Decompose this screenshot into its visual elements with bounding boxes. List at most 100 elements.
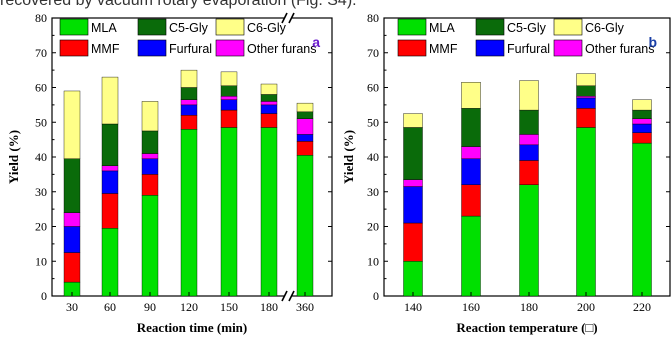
panel-b-bar-other-furans-160 <box>461 146 481 159</box>
panel-a-bar-c6-gly-120 <box>180 69 198 88</box>
panel-a-y-tick-label: 20 <box>35 220 47 234</box>
panel-b-bar-mla-160 <box>461 215 481 297</box>
panel-b-x-tick-label: 200 <box>577 300 595 314</box>
panel-b-bar-furfural-160 <box>461 158 481 186</box>
panel-a-bar-c6-gly-60 <box>101 76 119 125</box>
panel-b-y-tick-label: 50 <box>367 115 379 129</box>
panel-b-y-tick-label: 20 <box>367 220 379 234</box>
panel-a-bar-furfural-180 <box>260 104 278 114</box>
panel-b-legend-label-other-furans: Other furans <box>585 42 654 56</box>
panel-a-bar-mla-120 <box>180 128 198 297</box>
panel-a-bar-mmf-180 <box>260 113 278 128</box>
panel-a-bar-c6-gly-30 <box>63 90 81 159</box>
panel-a-y-tick-label: 0 <box>41 289 47 303</box>
panel-a-y-tick-label: 80 <box>35 11 47 25</box>
panel-a-panel-label: a <box>312 34 320 50</box>
panel-b-legend-swatch-mla <box>397 18 427 36</box>
panel-a-bar-other-furans-180 <box>260 101 278 106</box>
panel-b-bar-other-furans-200 <box>576 95 596 99</box>
panel-b-bar-c6-gly-160 <box>461 82 481 109</box>
panel-a-bar-furfural-30 <box>63 226 81 253</box>
panel-a-bar-other-furans-90 <box>141 153 159 159</box>
panel-b-bar-mla-140 <box>403 261 423 297</box>
panel-a-bar-c5-gly-360 <box>296 111 314 119</box>
panel-a-bar-mmf-150 <box>220 109 238 128</box>
panel-a-bar-mmf-30 <box>63 252 81 283</box>
panel-a-axis-break-mark <box>281 12 288 24</box>
panel-a-bar-c6-gly-150 <box>220 71 238 86</box>
panel-b-bar-c5-gly-200 <box>576 85 596 97</box>
panel-a-bar-other-furans-30 <box>63 212 81 227</box>
page-caption: recovered by vacuum rotary evaporation (… <box>0 0 357 9</box>
panel-b-bar-c6-gly-180 <box>519 80 539 111</box>
panel-a-bar-mmf-90 <box>141 174 159 196</box>
panel-a-legend-label-mla: MLA <box>91 21 117 35</box>
panel-a-y-axis-label: Yield (%) <box>6 130 21 184</box>
panel-b-bar-other-furans-220 <box>632 118 652 125</box>
panel-a-axis-break-mark <box>288 290 295 302</box>
panel-b-bar-c5-gly-220 <box>632 109 652 119</box>
panel-b-bar-c6-gly-200 <box>576 73 596 86</box>
panel-b-legend-label-mmf: MMF <box>429 42 458 56</box>
panel-b-y-tick-label: 10 <box>367 254 379 268</box>
panel-b-y-axis-label: Yield (%) <box>341 130 356 184</box>
panel-b-bar-mla-200 <box>576 127 596 297</box>
panel-b-x-tick-label: 220 <box>633 300 651 314</box>
panel-b-panel-label: b <box>648 34 657 50</box>
panel-b-y-tick-label: 30 <box>367 185 379 199</box>
panel-b-x-tick-label: 180 <box>520 300 538 314</box>
panel-a-bar-furfural-60 <box>101 170 119 194</box>
panel-a-legend-label-mmf: MMF <box>91 42 120 56</box>
panel-a-x-tick-label: 60 <box>104 300 116 314</box>
panel-a-axis-break-mark <box>288 12 295 24</box>
panel-a-y-tick-label: 30 <box>35 185 47 199</box>
panel-b-bar-furfural-140 <box>403 186 423 224</box>
panel-b-bar-furfural-200 <box>576 97 596 109</box>
panel-a-legend-swatch-c6-gly <box>215 18 245 36</box>
panel-b-bar-mmf-200 <box>576 108 596 128</box>
panel-a-legend-swatch-mla <box>59 18 89 36</box>
panel-b-legend-swatch-c6-gly <box>553 18 583 36</box>
panel-a-bar-c5-gly-150 <box>220 85 238 97</box>
panel-a-x-tick-label: 180 <box>260 300 278 314</box>
panel-b-bar-furfural-220 <box>632 123 652 133</box>
panel-b-bar-mmf-160 <box>461 184 481 217</box>
panel-a-bar-c5-gly-90 <box>141 130 159 154</box>
panel-b-bar-mmf-180 <box>519 160 539 186</box>
panel-b-x-tick-label: 140 <box>404 300 422 314</box>
panel-a-bar-c5-gly-30 <box>63 158 81 213</box>
panel-b-bar-c6-gly-140 <box>403 113 423 128</box>
panel-b-bar-mla-180 <box>519 184 539 297</box>
panel-b-legend-swatch-other-furans <box>553 39 583 57</box>
panel-b-y-tick-label: 70 <box>367 46 379 60</box>
panel-a-bar-mmf-60 <box>101 193 119 229</box>
panel-a-axis-break-gap <box>284 13 292 23</box>
panel-a-axis-break-mark <box>281 290 288 302</box>
panel-a-bar-mla-150 <box>220 127 238 297</box>
panel-b-y-tick-label: 60 <box>367 81 379 95</box>
panel-a-bar-other-furans-360 <box>296 118 314 135</box>
panel-a-legend-label-other-furans: Other furans <box>247 42 316 56</box>
panel-b-bar-furfural-180 <box>519 144 539 161</box>
panel-a-y-tick-label: 60 <box>35 81 47 95</box>
panel-a-bar-c5-gly-120 <box>180 87 198 100</box>
panel-a-bar-furfural-120 <box>180 104 198 116</box>
panel-a-bar-c5-gly-60 <box>101 123 119 166</box>
panel-a-legend-label-c5-gly: C5-Gly <box>169 21 209 35</box>
panel-b-legend-label-c5-gly: C5-Gly <box>507 21 547 35</box>
panel-b-bar-c5-gly-140 <box>403 127 423 180</box>
panel-b-bar-c5-gly-160 <box>461 108 481 147</box>
panel-a-bar-mla-180 <box>260 127 278 297</box>
panel-b-x-axis-label: Reaction temperature (□) <box>456 320 597 335</box>
panel-b-bar-c5-gly-180 <box>519 109 539 135</box>
panel-a-bar-furfural-360 <box>296 134 314 142</box>
panel-b-legend-swatch-c5-gly <box>475 18 505 36</box>
panel-a-bar-mla-90 <box>141 195 159 297</box>
panel-a-legend-swatch-c5-gly <box>137 18 167 36</box>
panel-a-bar-c6-gly-90 <box>141 101 159 132</box>
panel-b-x-tick-label: 160 <box>462 300 480 314</box>
panel-a-y-tick-label: 10 <box>35 254 47 268</box>
panel-b-legend-label-furfural: Furfural <box>507 42 550 56</box>
panel-a-x-tick-label: 360 <box>296 300 314 314</box>
